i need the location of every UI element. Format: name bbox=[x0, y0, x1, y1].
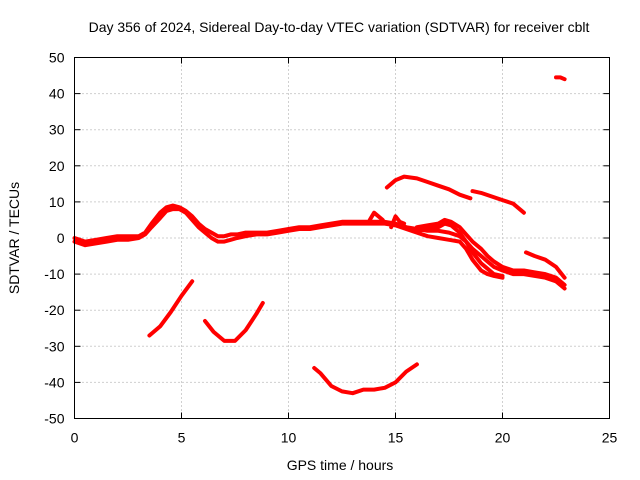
y-tick-label: 10 bbox=[49, 194, 65, 210]
data-series bbox=[72, 75, 567, 396]
x-tick-label: 5 bbox=[178, 430, 186, 446]
tick-labels: 0 5 10 15 20 25 -50 -40 -30 -20 -10 0 10 20 30 40 50 bbox=[44, 50, 617, 446]
y-tick-label: -50 bbox=[44, 411, 64, 427]
x-tick-label: 10 bbox=[281, 430, 297, 446]
series-trace-12 bbox=[312, 362, 419, 396]
y-tick-label: 40 bbox=[49, 86, 65, 102]
y-tick-label: -40 bbox=[44, 374, 64, 390]
y-axis-label: SDTVAR / TECUs bbox=[6, 182, 22, 294]
x-tick-label: 0 bbox=[71, 430, 79, 446]
series-trace-9 bbox=[470, 189, 526, 215]
x-axis-label: GPS time / hours bbox=[287, 457, 394, 473]
x-tick-label: 15 bbox=[388, 430, 404, 446]
chart-title: Day 356 of 2024, Sidereal Day-to-day VTE… bbox=[89, 19, 590, 35]
y-tick-label: 50 bbox=[49, 50, 65, 66]
series-trace-13 bbox=[554, 75, 567, 82]
y-tick-label: -30 bbox=[44, 338, 64, 354]
series-trace-2 bbox=[72, 207, 505, 280]
series-trace-8 bbox=[384, 174, 473, 201]
y-tick-label: 20 bbox=[49, 158, 65, 174]
x-tick-label: 25 bbox=[602, 430, 618, 446]
y-tick-label: -20 bbox=[44, 302, 64, 318]
series-trace-4 bbox=[414, 221, 567, 291]
series-trace-6 bbox=[389, 214, 407, 230]
series-trace-7 bbox=[524, 250, 567, 280]
grid bbox=[74, 57, 610, 419]
series-trace-5 bbox=[367, 210, 385, 222]
series-trace-11 bbox=[203, 301, 265, 343]
x-tick-label: 20 bbox=[495, 430, 511, 446]
y-tick-label: 0 bbox=[57, 230, 65, 246]
y-tick-label: -10 bbox=[44, 266, 64, 282]
plot-frame bbox=[74, 57, 610, 419]
y-tick-label: 30 bbox=[49, 122, 65, 138]
series-trace-1 bbox=[72, 203, 505, 278]
series-trace-10 bbox=[147, 279, 195, 338]
series-trace-3 bbox=[414, 217, 567, 287]
